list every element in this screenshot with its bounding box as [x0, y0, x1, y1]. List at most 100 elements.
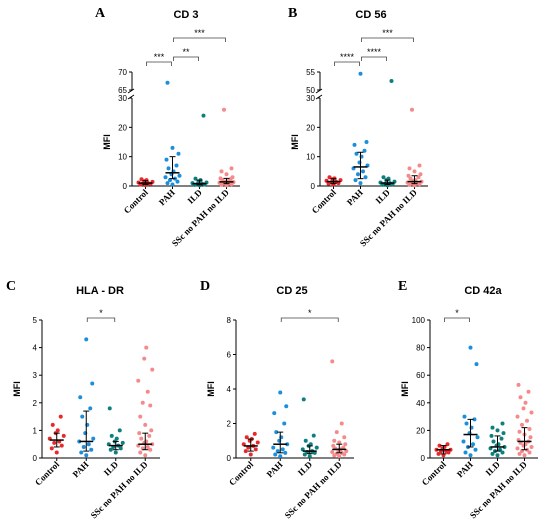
y-axis-label: MFI	[12, 381, 22, 397]
category-label: SSc no PAH no ILD	[283, 459, 344, 520]
series-pah	[461, 345, 480, 458]
data-point	[473, 447, 478, 452]
category-label: SSc no PAH no ILD	[89, 459, 150, 520]
data-point	[339, 421, 344, 426]
data-point	[522, 453, 527, 458]
category-label: PAH	[71, 459, 91, 479]
y-tick-label: 55	[306, 68, 315, 77]
data-point	[89, 447, 94, 452]
y-tick-label: 0	[123, 182, 128, 191]
data-point	[143, 422, 148, 427]
series-control	[324, 175, 343, 187]
data-point	[408, 176, 413, 181]
bracket-line	[361, 56, 387, 61]
panel-title: HLA - DR	[76, 285, 124, 297]
series-control	[136, 177, 155, 188]
category-label: PAH	[345, 187, 365, 207]
category-label: PAH	[455, 459, 475, 479]
data-point	[148, 447, 153, 452]
y-axis-label: MFI	[400, 381, 410, 397]
significance-label: *	[308, 308, 312, 318]
data-point	[50, 422, 55, 427]
data-point	[273, 452, 278, 457]
bracket-line	[173, 56, 199, 61]
data-point	[78, 395, 83, 400]
data-point	[86, 442, 91, 447]
series-pah	[77, 337, 96, 458]
y-tick-label: 10	[306, 153, 315, 162]
data-point	[412, 169, 417, 174]
category-label: Control	[122, 187, 151, 216]
data-point	[280, 447, 285, 452]
data-point	[54, 450, 59, 455]
data-point	[462, 414, 467, 419]
data-point	[120, 440, 125, 445]
data-point	[145, 389, 150, 394]
data-point	[500, 421, 505, 426]
data-point	[90, 381, 95, 386]
data-point	[138, 414, 143, 419]
panel-title: CD 56	[355, 9, 386, 21]
data-point	[136, 378, 141, 383]
data-point	[148, 403, 153, 408]
category-label: PAH	[265, 459, 285, 479]
data-point	[358, 71, 363, 76]
significance-label: ***	[382, 28, 393, 38]
y-axis-label: MFI	[290, 134, 300, 150]
y-tick-label: 65	[118, 86, 127, 95]
data-point	[109, 433, 114, 438]
data-point	[356, 172, 360, 177]
data-point	[464, 421, 469, 426]
data-point	[150, 367, 155, 372]
data-point	[307, 454, 312, 459]
significance-bracket: *	[280, 308, 339, 322]
y-tick-label: 60	[416, 371, 425, 380]
data-point	[468, 453, 473, 458]
data-point	[113, 450, 118, 455]
y-tick-label: 30	[306, 94, 315, 103]
data-point	[407, 166, 412, 171]
series-ssc-no-pah-no-ild	[330, 359, 349, 459]
y-tick-label: 8	[227, 316, 232, 325]
category-label: Control	[227, 459, 256, 488]
data-point	[303, 438, 308, 443]
y-tick-label: 20	[416, 426, 425, 435]
data-point	[381, 175, 386, 180]
data-point	[389, 79, 394, 83]
significance-bracket: **	[173, 47, 199, 61]
category-label: ILD	[186, 187, 205, 206]
data-point	[515, 446, 520, 451]
data-point	[332, 438, 337, 443]
significance-label: *	[99, 308, 103, 318]
data-point	[244, 435, 249, 440]
data-point	[147, 433, 152, 438]
data-point	[166, 166, 171, 171]
data-point	[527, 427, 532, 432]
bracket-line	[280, 317, 339, 322]
y-tick-label: 40	[416, 399, 425, 408]
data-point	[49, 446, 54, 451]
data-point	[108, 447, 113, 452]
bracket-line	[173, 37, 226, 42]
data-point	[142, 356, 147, 361]
data-point	[118, 446, 123, 451]
data-point	[490, 425, 495, 430]
significance-bracket: ***	[361, 28, 414, 42]
data-point	[107, 406, 112, 411]
data-point	[55, 428, 60, 433]
series-ssc-no-pah-no-ild	[405, 107, 424, 188]
series-ssc-no-pah-no-ild	[217, 107, 236, 188]
y-tick-label: 1	[33, 426, 38, 435]
data-point	[437, 443, 442, 448]
data-point	[334, 451, 339, 456]
data-point	[517, 451, 522, 456]
data-point	[499, 436, 504, 441]
category-label: ILD	[102, 459, 121, 478]
significance-bracket: ***	[146, 52, 172, 66]
data-point	[301, 397, 306, 402]
data-point	[149, 428, 154, 433]
